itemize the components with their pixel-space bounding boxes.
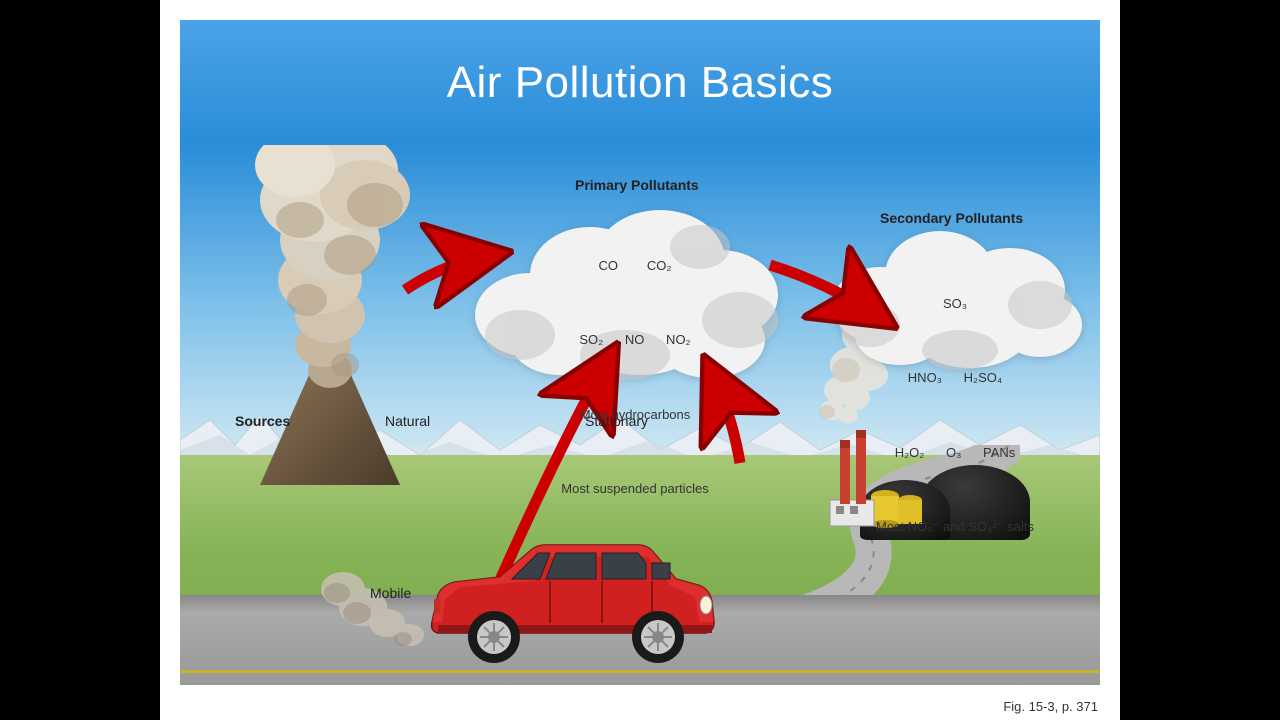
secondary-pollutants-text: SO₃ HNO₃ H₂SO₄ H₂O₂ O₃ PANs Most NO₃⁻ an… (840, 243, 1070, 589)
arrow-natural (405, 255, 492, 290)
primary-row3: Most hydrocarbons (510, 403, 760, 428)
secondary-row3: H₂O₂ O₃ PANs (840, 441, 1070, 466)
sources-label: Sources (235, 413, 290, 429)
exhaust-icon (315, 565, 435, 655)
primary-row2: SO₂ NO NO₂ (510, 328, 760, 353)
natural-label: Natural (385, 413, 430, 429)
mobile-label: Mobile (370, 585, 411, 601)
primary-row1: CO CO₂ (510, 254, 760, 279)
secondary-row1: SO₃ (840, 292, 1070, 317)
primary-row4: Most suspended particles (510, 477, 760, 502)
title-bar: Air Pollution Basics (180, 20, 1100, 145)
primary-heading: Primary Pollutants (575, 177, 699, 193)
car-icon (420, 537, 720, 667)
primary-pollutants-text: CO CO₂ SO₂ NO NO₂ Most hydrocarbons Most… (510, 205, 760, 551)
diagram-area: Primary Pollutants Secondary Pollutants … (180, 145, 1100, 685)
slide-title: Air Pollution Basics (447, 58, 834, 108)
secondary-row4: Most NO₃⁻ and SO₄²⁻ salts (840, 515, 1070, 540)
slide-container: Air Pollution Basics (160, 0, 1120, 720)
secondary-row2: HNO₃ H₂SO₄ (840, 366, 1070, 391)
figure-caption: Fig. 15-3, p. 371 (1003, 699, 1098, 714)
secondary-heading: Secondary Pollutants (880, 210, 1023, 226)
slide-inner: Air Pollution Basics (180, 20, 1100, 685)
